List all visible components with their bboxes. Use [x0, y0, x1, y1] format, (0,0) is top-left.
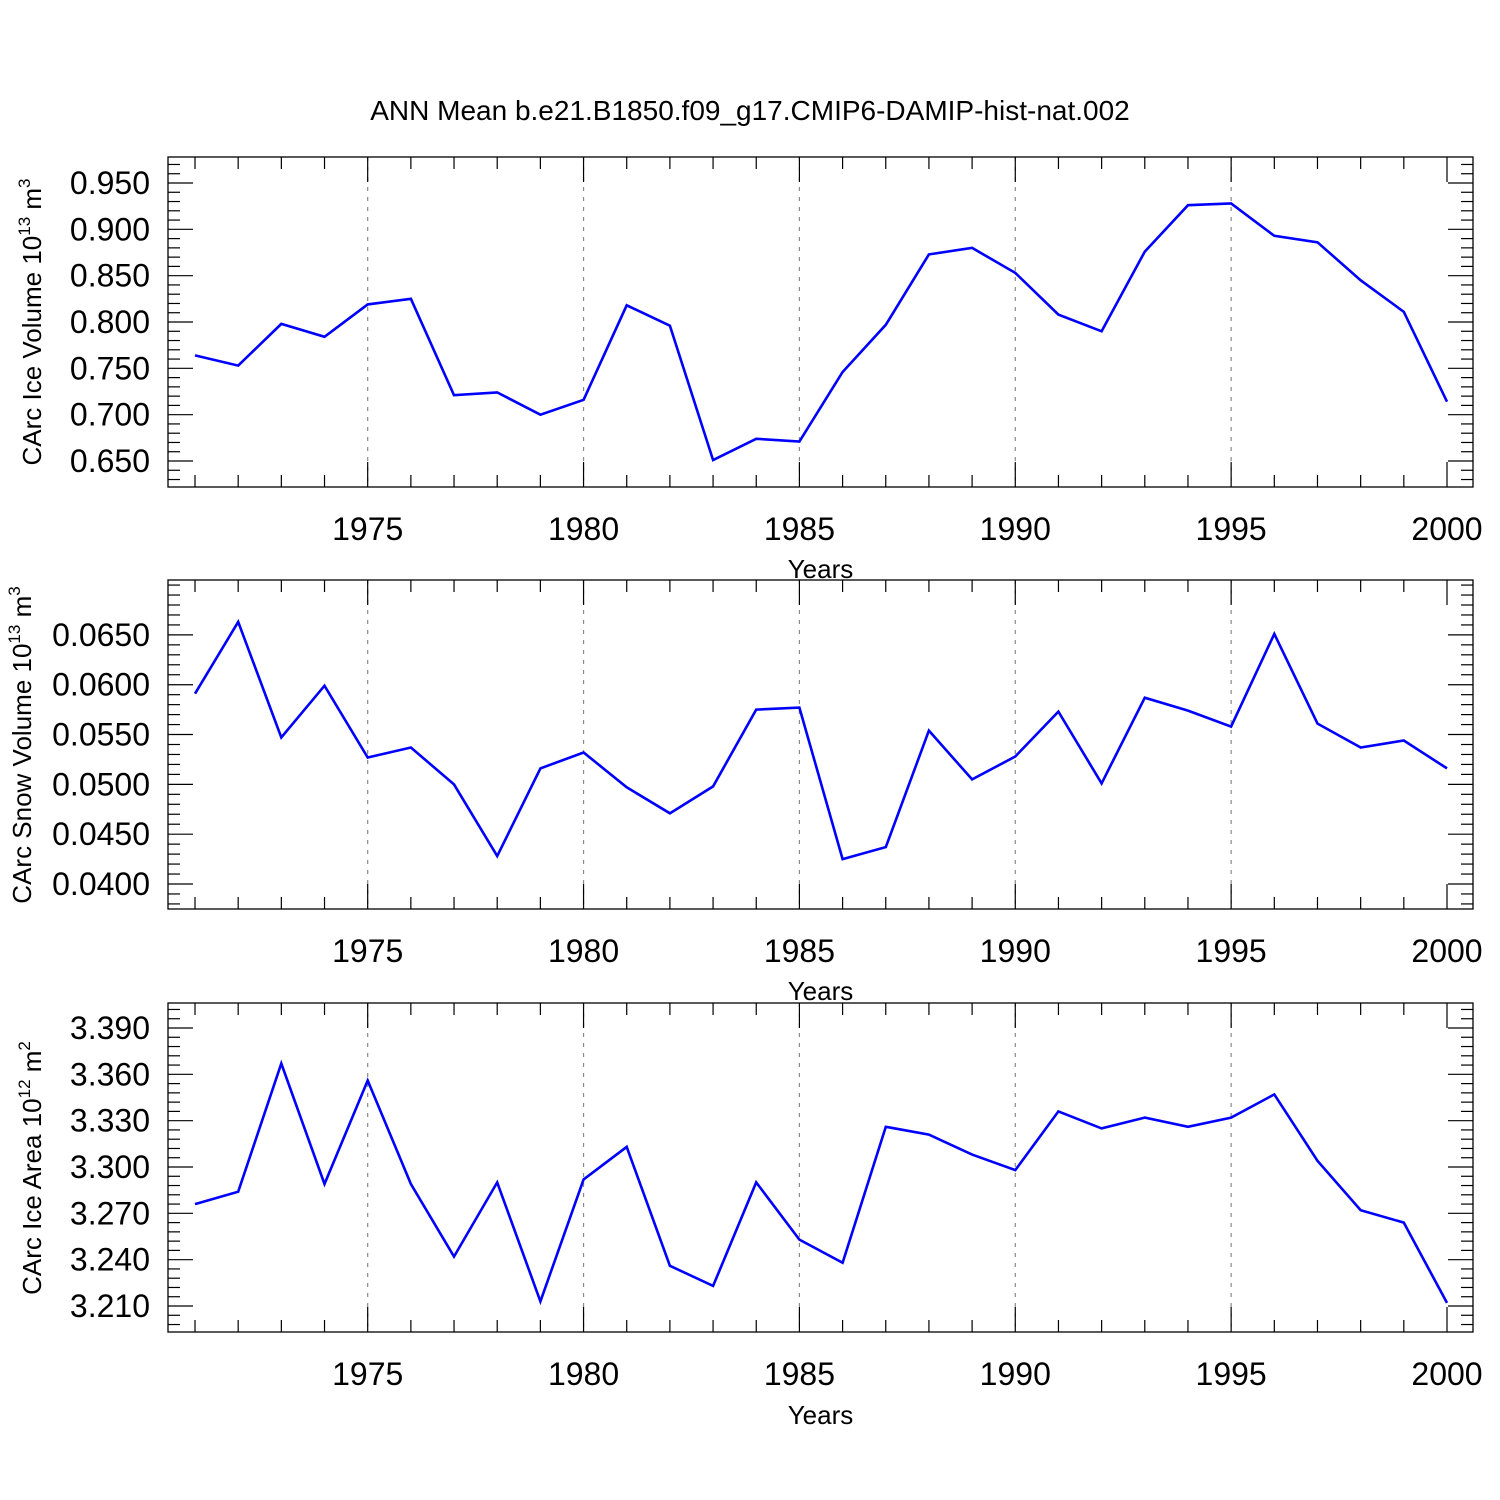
plot-frame	[167, 156, 1474, 488]
x-tick-label: 2000	[1411, 933, 1482, 969]
y-axis-title: CArc Snow Volume 1013 m3	[5, 586, 37, 903]
x-tick-label: 1980	[548, 933, 619, 969]
series-line	[194, 202, 1449, 462]
y-axis-title: CArc Ice Area 1012 m2	[15, 1041, 47, 1295]
x-tick-label: 1975	[332, 511, 403, 547]
y-tick-label: 0.0400	[52, 866, 150, 902]
x-tick-label: 1990	[980, 933, 1051, 969]
y-tick-label: 0.750	[70, 350, 150, 386]
chart-panel-2: 0.0400 0.0450 0.0500 0.0550 0.0600 0.0650 1975…	[5, 579, 1483, 1006]
x-tick-label: 1990	[980, 511, 1051, 547]
y-tick-label: 0.850	[70, 258, 150, 294]
x-tick-label: 2000	[1411, 1356, 1482, 1392]
x-tick-label: 1995	[1196, 511, 1267, 547]
plot-frame	[167, 1002, 1474, 1333]
x-axis-title: Years	[788, 1400, 854, 1430]
y-tick-label: 0.0450	[52, 816, 150, 852]
y-tick-label: 0.0650	[52, 617, 150, 653]
y-tick-label: 0.0600	[52, 667, 150, 703]
y-tick-label: 3.360	[70, 1056, 150, 1092]
x-tick-label: 1980	[548, 511, 619, 547]
series-line	[194, 1059, 1449, 1306]
x-tick-label: 1990	[980, 1356, 1051, 1392]
y-tick-label: 3.330	[70, 1103, 150, 1139]
chart-title: ANN Mean b.e21.B1850.f09_g17.CMIP6-DAMIP…	[370, 95, 1130, 126]
y-axis-title: CArc Ice Volume 1013 m3	[15, 178, 47, 465]
y-tick-label: 3.210	[70, 1288, 150, 1324]
y-tick-label: 0.700	[70, 397, 150, 433]
y-tick-label: 0.0550	[52, 717, 150, 753]
series-line	[193, 618, 1448, 861]
x-tick-label: 1985	[764, 933, 835, 969]
y-tick-label: 3.390	[70, 1010, 150, 1046]
x-axis-title: Years	[788, 554, 854, 584]
chart-panel-1: 0.650 0.700 0.750 0.800 0.850 0.900 0.950 1975 1…	[15, 156, 1483, 584]
y-tick-label: 0.650	[70, 443, 150, 479]
x-axis-title: Years	[788, 976, 854, 1006]
x-tick-label: 1985	[764, 1356, 835, 1392]
x-tick-label: 1995	[1196, 1356, 1267, 1392]
chart-panel-3: 3.210 3.240 3.270 3.300 3.330 3.360 3.390 1975 1…	[15, 1002, 1483, 1430]
x-tick-label: 1995	[1196, 933, 1267, 969]
y-tick-label: 0.950	[70, 165, 150, 201]
y-tick-label: 3.270	[70, 1195, 150, 1231]
plot-frame	[167, 579, 1474, 910]
y-tick-label: 0.800	[70, 304, 150, 340]
y-tick-label: 0.900	[70, 211, 150, 247]
y-tick-label: 3.240	[70, 1242, 150, 1278]
x-tick-label: 1975	[332, 1356, 403, 1392]
x-tick-label: 1980	[548, 1356, 619, 1392]
y-tick-label: 3.300	[70, 1149, 150, 1185]
y-tick-label: 0.0500	[52, 766, 150, 802]
x-tick-label: 1985	[764, 511, 835, 547]
x-tick-label: 2000	[1411, 511, 1482, 547]
x-tick-label: 1975	[332, 933, 403, 969]
